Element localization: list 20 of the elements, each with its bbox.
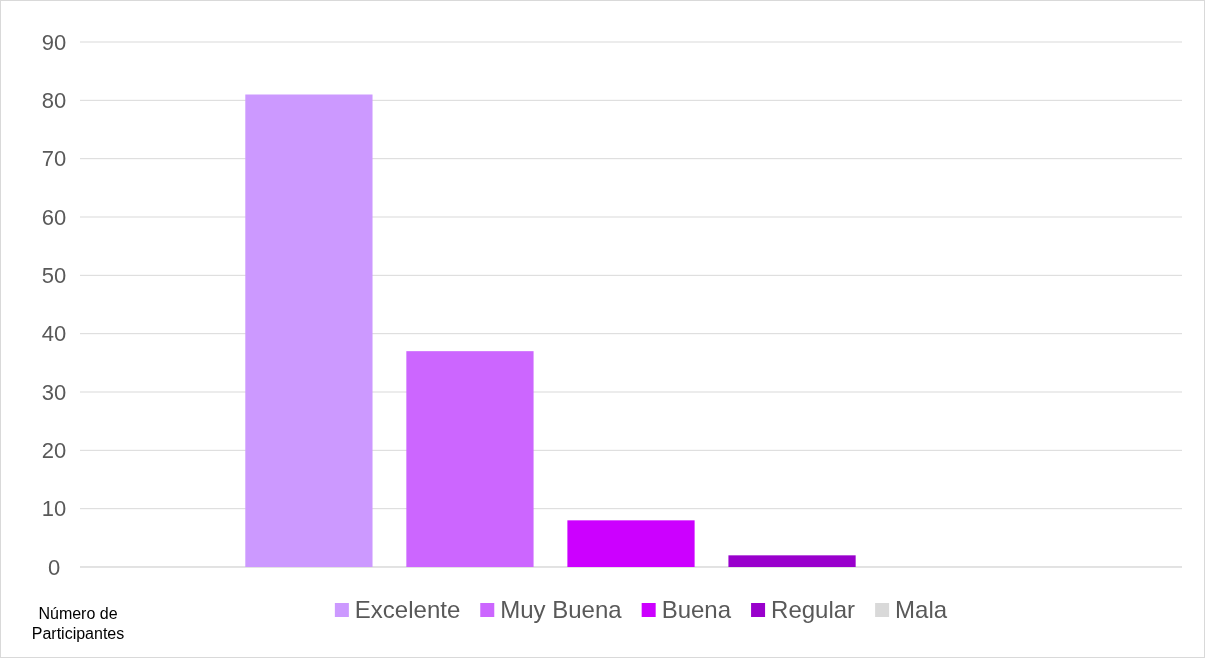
y-tick-label: 10: [41, 496, 67, 522]
bar: [567, 520, 695, 567]
legend-label: Muy Buena: [500, 596, 623, 624]
y-tick-label: 60: [41, 204, 67, 230]
y-tick-label: 20: [41, 438, 67, 464]
y-tick-label: 30: [41, 379, 67, 405]
y-tick-label: 50: [41, 263, 67, 289]
y-tick-label: 0: [47, 554, 61, 580]
y-tick-label: 80: [41, 88, 67, 114]
bar: [245, 94, 373, 567]
bar: [406, 351, 534, 567]
y-tick-label: 90: [41, 29, 67, 55]
legend-label: Mala: [895, 596, 948, 624]
legend-label: Excelente: [354, 596, 461, 624]
legend-label: Regular: [771, 596, 856, 624]
bar: [728, 555, 856, 567]
y-tick-label: 70: [41, 146, 67, 172]
legend-label: Buena: [661, 596, 732, 624]
x-axis-title: Número de Participantes: [31, 605, 125, 642]
y-tick-label: 40: [41, 321, 67, 347]
